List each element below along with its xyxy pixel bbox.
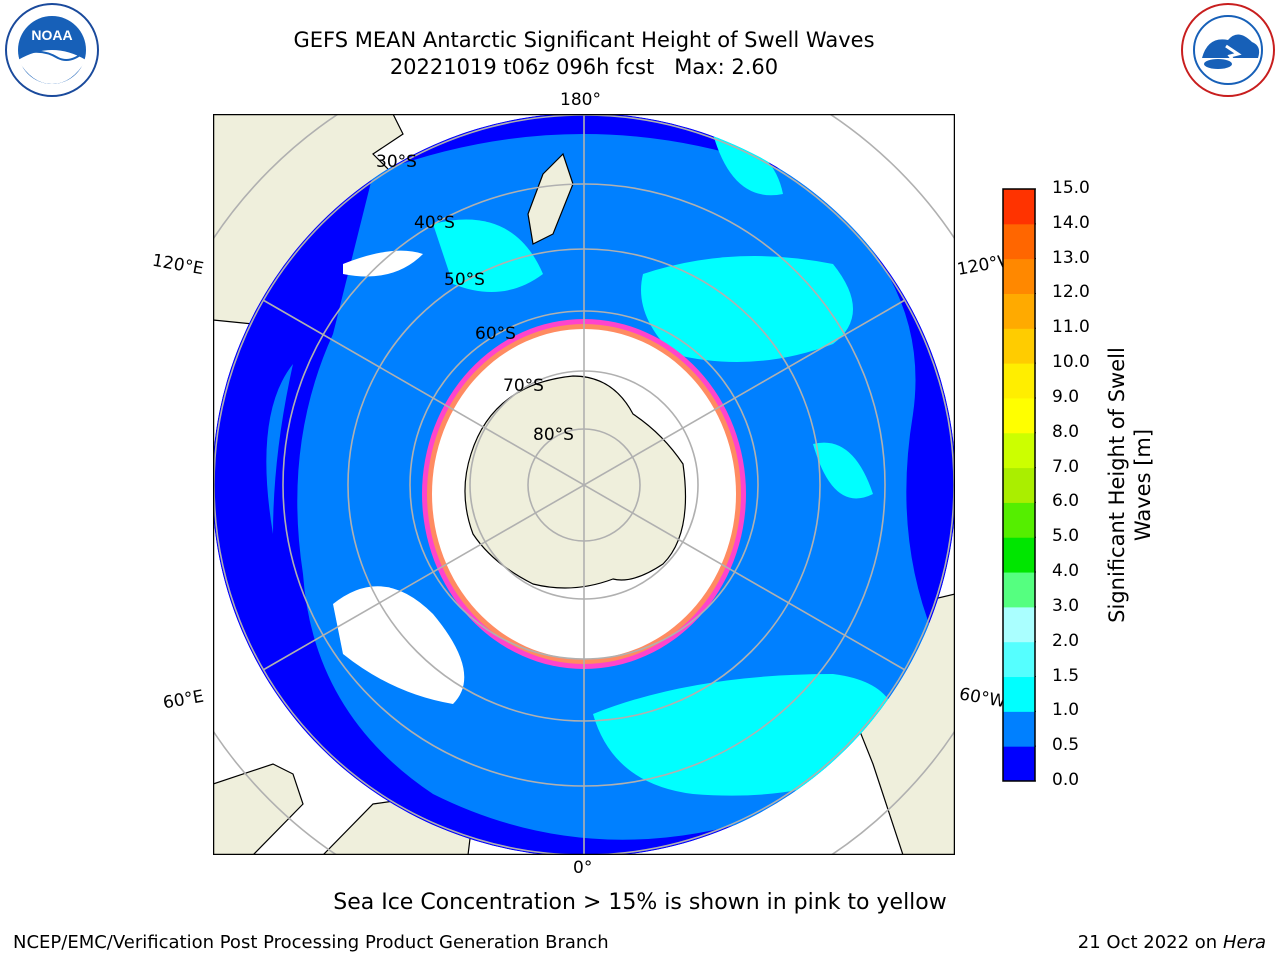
colorbar-tick-label: 6.0: [1052, 491, 1080, 512]
colorbar-tick-label: 8.0: [1052, 421, 1080, 442]
noaa-logo-icon: NOAA: [5, 3, 99, 97]
colorbar-segment: [1003, 746, 1035, 782]
colorbar-segment: [1003, 189, 1035, 225]
colorbar-segment: [1003, 711, 1035, 747]
colorbar-tick-label: 3.0: [1052, 595, 1080, 616]
colorbar-segment: [1003, 537, 1035, 573]
lat-label-70s: 70°S: [503, 376, 544, 396]
colorbar-label: Significant Height of Swell Waves [m]: [1105, 347, 1155, 623]
footer-host: Hera: [1222, 932, 1266, 953]
ocean-high-2: [641, 256, 853, 362]
africa-land: [213, 763, 304, 855]
lon-label-180: 180°: [560, 90, 601, 110]
colorbar-segment: [1003, 502, 1035, 538]
lon-label-0: 0°: [573, 858, 593, 878]
lat-label-80s: 80°S: [533, 425, 574, 445]
colorbar-segment: [1003, 293, 1035, 329]
title-line-1: GEFS MEAN Antarctic Significant Height o…: [293, 28, 875, 52]
polar-map: [213, 114, 955, 855]
colorbar-tick-label: 14.0: [1052, 212, 1090, 233]
lon-label-120e: 120°E: [150, 250, 206, 280]
lon-label-60e: 60°E: [161, 686, 206, 714]
colorbar-segment: [1003, 363, 1035, 399]
footer-credit: NCEP/EMC/Verification Post Processing Pr…: [13, 932, 609, 953]
colorbar-tick-label: 11.0: [1052, 317, 1090, 338]
colorbar-tick-label: 15.0: [1052, 178, 1090, 198]
colorbar-segment: [1003, 432, 1035, 469]
lat-label-60s: 60°S: [475, 324, 516, 344]
footer-date: 21 Oct 2022 on Hera: [1078, 932, 1266, 953]
map-frame: [213, 114, 955, 855]
colorbar-tick-label: 0.0: [1052, 770, 1080, 790]
colorbar-tick-label: 10.0: [1052, 352, 1090, 373]
colorbar-tick-label: 9.0: [1052, 386, 1080, 407]
colorbar-tick-label: 4.0: [1052, 561, 1080, 582]
lat-label-30s: 30°S: [376, 152, 417, 172]
colorbar: [1002, 188, 1036, 782]
colorbar-tick-label: 1.0: [1052, 700, 1080, 721]
colorbar-segment: [1003, 258, 1035, 294]
colorbar-segment: [1003, 606, 1035, 643]
colorbar-tick-label: 0.5: [1052, 735, 1080, 756]
nws-logo-icon: [1181, 3, 1275, 97]
colorbar-segment: [1003, 641, 1035, 678]
colorbar-segment: [1003, 328, 1035, 364]
lat-label-50s: 50°S: [444, 270, 485, 290]
colorbar-segment: [1003, 223, 1035, 260]
title-line-2: 20221019 t06z 096h fcst Max: 2.60: [389, 55, 779, 79]
noaa-logo-text: NOAA: [31, 27, 72, 43]
lat-label-40s: 40°S: [414, 213, 455, 233]
colorbar-tick-label: 12.0: [1052, 282, 1090, 303]
colorbar-segment: [1003, 676, 1035, 712]
colorbar-tick-label: 13.0: [1052, 247, 1090, 268]
colorbar-tick-label: 5.0: [1052, 526, 1080, 547]
footer-date-text: 21 Oct 2022 on: [1077, 932, 1218, 953]
new-zealand-land: [527, 152, 574, 245]
colorbar-segment: [1003, 572, 1035, 608]
antarctica-land: [464, 375, 687, 589]
lon-label-60w: 60°W: [957, 684, 1005, 712]
colorbar-tick-label: 2.0: [1052, 630, 1080, 651]
colorbar-segment: [1003, 397, 1035, 434]
sea-ice-note: Sea Ice Concentration > 15% is shown in …: [333, 890, 947, 915]
colorbar-tick-label: 7.0: [1052, 456, 1080, 477]
colorbar-segment: [1003, 467, 1035, 503]
colorbar-tick-label: 1.5: [1052, 665, 1080, 686]
